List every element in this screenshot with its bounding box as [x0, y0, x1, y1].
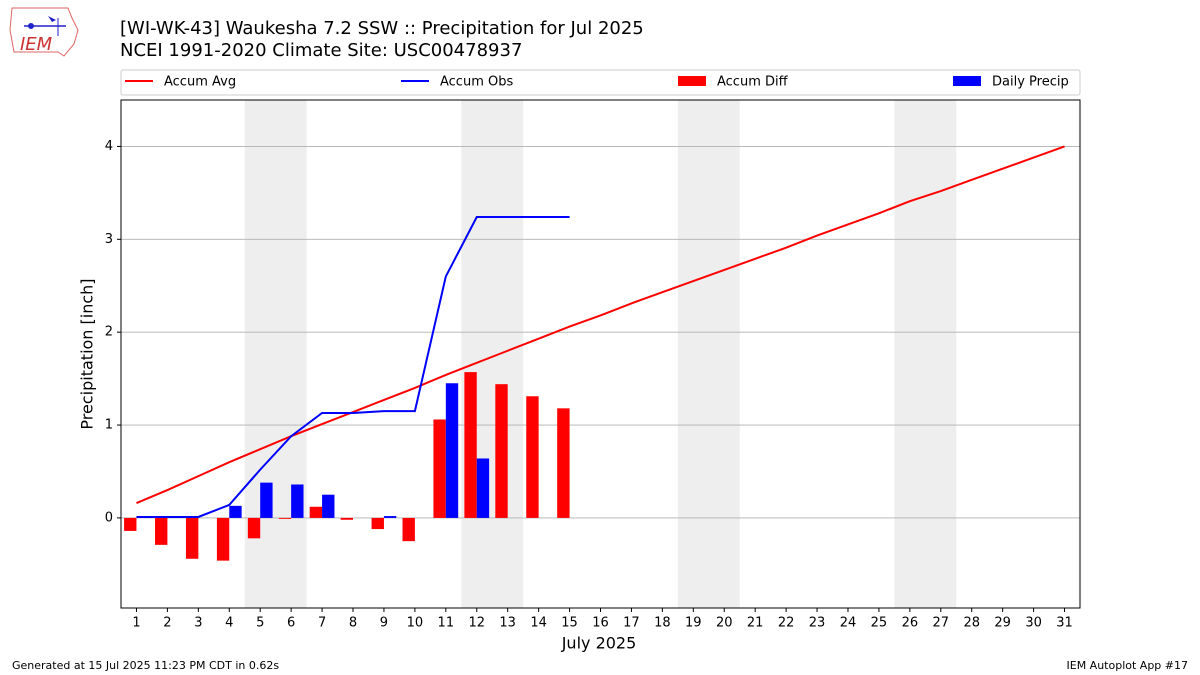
- weekend-shade: [894, 100, 957, 608]
- x-tick-label: 31: [1056, 616, 1073, 631]
- weekend-shade: [461, 100, 524, 608]
- x-tick-label: 6: [287, 616, 295, 631]
- bar: [124, 517, 137, 531]
- chart-title: [WI-WK-43] Waukesha 7.2 SSW :: Precipita…: [120, 18, 644, 39]
- bar: [402, 517, 415, 542]
- x-tick-label: 2: [163, 616, 171, 631]
- x-tick-label: 13: [499, 616, 516, 631]
- x-tick-label: 20: [716, 616, 733, 631]
- x-tick-label: 5: [256, 616, 264, 631]
- x-tick-label: 3: [194, 616, 202, 631]
- y-axis-label: Precipitation [inch]: [78, 278, 97, 429]
- bar: [155, 517, 168, 545]
- legend: [120, 69, 1081, 96]
- bar: [185, 517, 199, 559]
- x-tick-label: 29: [994, 616, 1011, 631]
- x-tick-label: 24: [840, 616, 857, 631]
- bar: [309, 506, 323, 518]
- chart-subtitle: NCEI 1991-2020 Climate Site: USC00478937: [120, 40, 522, 61]
- x-tick-label: 12: [468, 616, 485, 631]
- x-tick-label: 25: [871, 616, 888, 631]
- bar: [371, 517, 384, 530]
- x-tick-label: 17: [623, 616, 640, 631]
- bar: [291, 484, 304, 518]
- x-tick-label: 8: [349, 616, 357, 631]
- line: [136, 216, 570, 518]
- x-tick-label: 11: [438, 616, 455, 631]
- legend-label: Daily Precip: [992, 75, 1069, 90]
- logo: IEM: [9, 7, 79, 57]
- footer-left: Generated at 15 Jul 2025 11:23 PM CDT in…: [12, 659, 279, 672]
- y-tick-label: 2: [105, 325, 113, 340]
- x-tick-label: 1: [132, 616, 140, 631]
- bar: [322, 494, 335, 518]
- x-tick-label: 19: [685, 616, 702, 631]
- bar: [260, 482, 273, 518]
- legend-label: Accum Obs: [440, 75, 513, 90]
- x-tick-label: 4: [225, 616, 233, 631]
- y-tick-label: 3: [105, 232, 113, 247]
- bar: [278, 517, 292, 519]
- y-tick-label: 0: [105, 510, 113, 525]
- x-tick-label: 27: [933, 616, 950, 631]
- bar: [445, 383, 459, 518]
- legend-label: Accum Avg: [164, 75, 236, 90]
- bar: [476, 458, 490, 518]
- x-tick-label: 16: [592, 616, 609, 631]
- legend-label: Accum Diff: [717, 75, 789, 90]
- bar: [495, 384, 508, 518]
- x-tick-label: 22: [778, 616, 795, 631]
- bar: [433, 419, 446, 518]
- x-tick-label: 7: [318, 616, 326, 631]
- x-tick-label: 9: [380, 616, 388, 631]
- x-tick-label: 10: [407, 616, 424, 631]
- logo-text: IEM: [20, 34, 53, 55]
- x-tick-label: 18: [654, 616, 671, 631]
- bar: [464, 372, 477, 518]
- x-tick-label: 28: [963, 616, 980, 631]
- legend-swatch: [678, 76, 706, 86]
- x-tick-label: 30: [1025, 616, 1042, 631]
- x-tick-label: 23: [809, 616, 826, 631]
- footer-right: IEM Autoplot App #17: [1067, 659, 1189, 672]
- y-tick-label: 1: [105, 418, 113, 433]
- bar: [557, 408, 570, 518]
- bar: [340, 517, 354, 520]
- x-tick-label: 15: [561, 616, 578, 631]
- bar: [526, 396, 539, 518]
- plot-frame: [120, 99, 1081, 609]
- x-tick-label: 14: [530, 616, 547, 631]
- x-axis-label: July 2025: [561, 634, 637, 653]
- weekend-shade: [677, 100, 740, 608]
- bar: [383, 516, 397, 518]
- x-tick-label: 26: [902, 616, 919, 631]
- y-tick-label: 4: [105, 139, 113, 154]
- bar: [229, 505, 242, 518]
- bar: [216, 517, 230, 561]
- bar: [247, 517, 261, 539]
- legend-swatch: [953, 76, 981, 86]
- x-tick-label: 21: [747, 616, 764, 631]
